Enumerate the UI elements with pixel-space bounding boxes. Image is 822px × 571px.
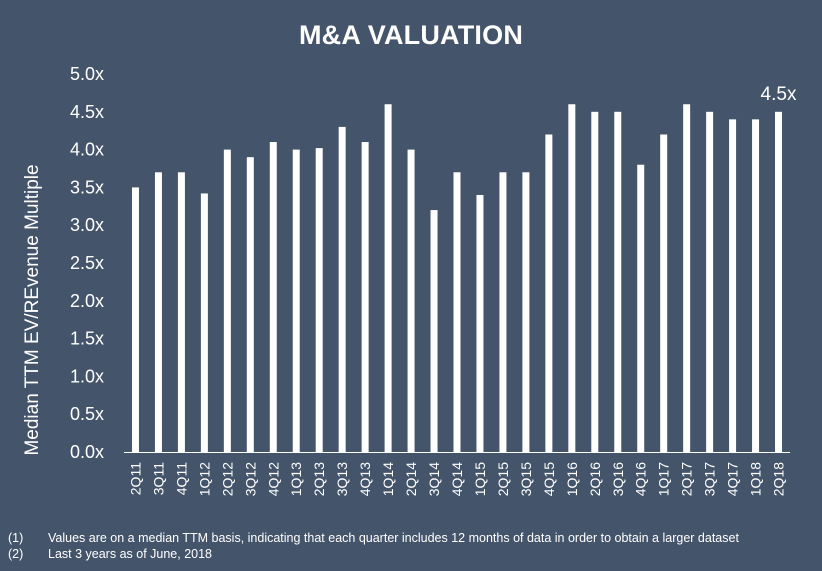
bar-4Q17 [729,119,737,453]
y-tick-label: 4.0x [70,140,104,160]
footnote-1-text: Values are on a median TTM basis, indica… [48,531,739,545]
bar-4Q13 [361,142,369,453]
bar-4Q14 [453,172,461,452]
bar-3Q11 [154,172,162,452]
footnote-1-number: (1) [8,531,24,545]
bar-4Q16 [637,164,645,452]
x-tick-label: 1Q13 [288,462,304,496]
x-tick-label: 1Q16 [564,462,580,496]
bar-3Q15 [522,172,530,452]
x-tick-label: 1Q17 [656,462,672,496]
bar-3Q14 [430,210,438,452]
x-tick-label: 4Q13 [357,462,373,496]
x-tick-label: 4Q12 [265,462,281,496]
x-tick-label: 4Q16 [633,462,649,496]
footnote-1: (1) Values are on a median TTM basis, in… [8,530,739,546]
x-tick-label: 2Q17 [679,462,695,496]
bar-3Q16 [614,111,622,453]
x-tick-label: 3Q14 [426,462,442,496]
y-tick-label: 3.0x [70,215,104,235]
footnotes: (1) Values are on a median TTM basis, in… [8,530,739,562]
x-tick-label: 2Q16 [587,462,603,496]
x-tick-label: 2Q12 [219,462,235,496]
x-tick-label: 3Q17 [702,462,718,496]
y-tick-label: 1.5x [70,329,104,349]
bar-3Q17 [706,111,714,453]
bar-2Q17 [683,104,691,453]
footnote-2-text: Last 3 years as of June, 2018 [48,547,212,561]
bar-2Q14 [407,149,415,452]
x-tick-label: 1Q18 [748,462,764,496]
bar-2Q15 [499,172,507,452]
x-tick-label: 3Q13 [334,462,350,496]
x-tick-label: 2Q18 [771,462,787,496]
x-tick-label: 3Q12 [242,462,258,496]
bar-2Q12 [223,149,231,452]
bar-2Q11 [131,187,139,452]
bar-2Q13 [315,148,323,452]
bar-1Q13 [292,149,300,452]
y-tick-label: 1.0x [70,366,104,386]
x-tick-label: 4Q17 [725,462,741,496]
bar-1Q14 [384,104,392,453]
y-tick-label: 0.0x [70,442,104,462]
x-tick-label: 2Q13 [311,462,327,496]
x-tick-label: 1Q14 [380,462,396,496]
x-tick-label: 2Q15 [495,462,511,496]
bar-4Q11 [177,172,185,452]
bar-1Q17 [660,134,668,453]
x-tick-label: 3Q15 [518,462,534,496]
footnote-2: (2) Last 3 years as of June, 2018 [8,546,739,562]
bar-3Q13 [338,126,346,453]
footnote-2-number: (2) [8,547,24,561]
x-tick-label: 3Q16 [610,462,626,496]
bar-4Q15 [545,134,553,453]
last-value-annotation: 4.5x [761,84,797,105]
x-tick-label: 4Q11 [173,462,189,495]
y-tick-label: 3.5x [70,177,104,197]
y-tick-label: 5.0x [70,64,104,84]
x-tick-label: 2Q11 [127,462,143,495]
y-tick-label: 2.0x [70,291,104,311]
bar-2Q18 [775,111,783,453]
chart-title: M&A VALUATION [298,20,524,50]
bar-2Q16 [591,111,599,453]
y-tick-label: 2.5x [70,253,104,273]
bar-3Q12 [246,157,254,452]
x-tick-label: 2Q14 [403,462,419,496]
bar-4Q12 [269,142,277,453]
x-tick-label: 4Q14 [449,462,465,496]
bar-1Q15 [476,194,484,452]
bar-1Q12 [200,193,208,452]
y-tick-label: 0.5x [70,404,104,424]
bar-1Q18 [752,119,760,453]
x-tick-label: 1Q15 [472,462,488,496]
x-tick-label: 4Q15 [541,462,557,496]
x-tick-label: 1Q12 [196,462,212,496]
bar-1Q16 [568,104,576,453]
x-tick-label: 3Q11 [150,462,166,495]
y-tick-label: 4.5x [70,102,104,122]
